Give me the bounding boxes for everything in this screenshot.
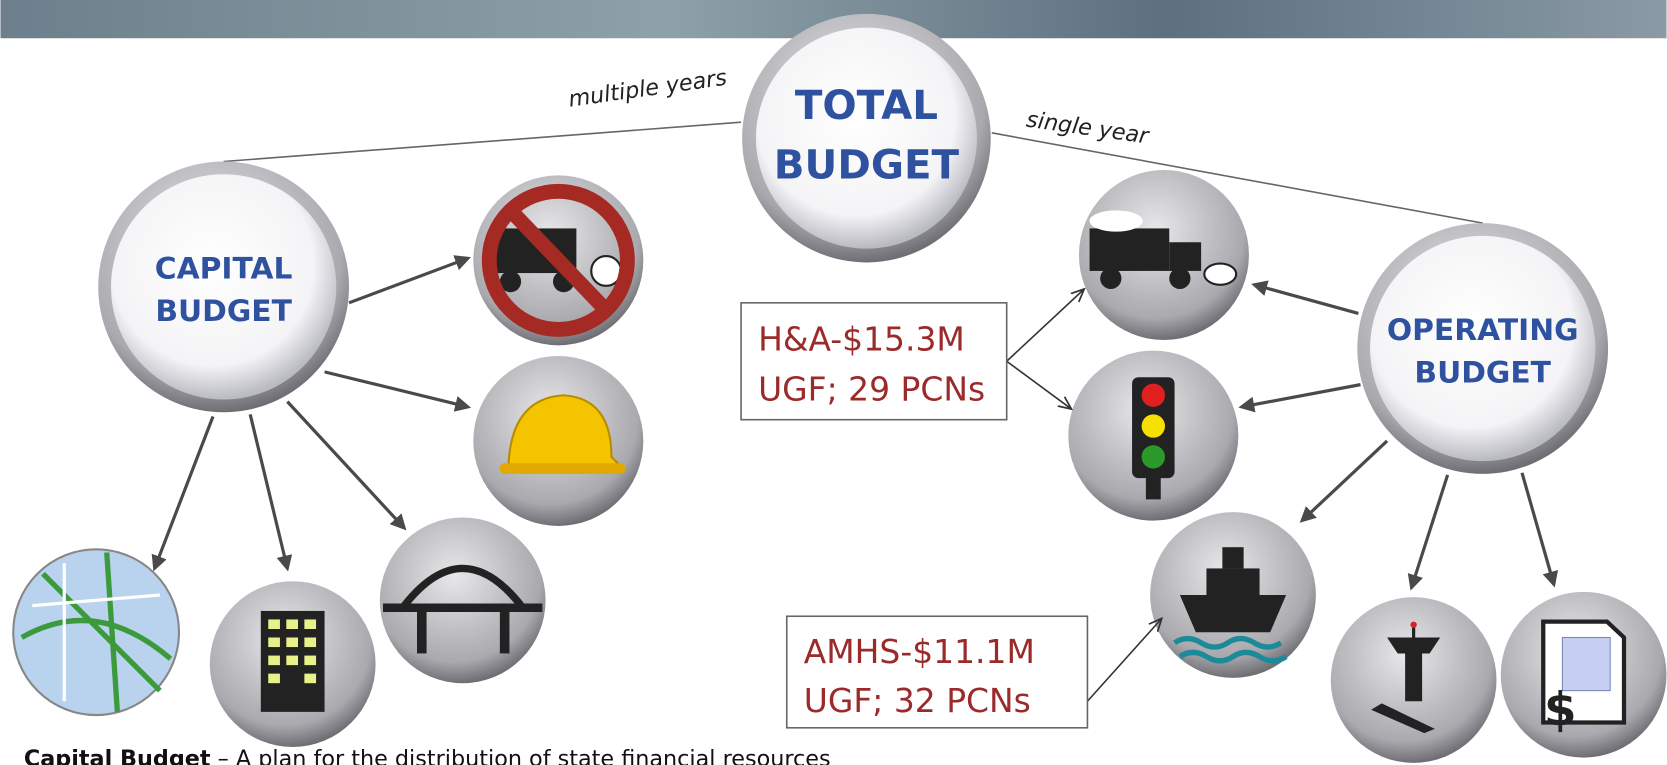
node-label: OPERATING bbox=[1387, 313, 1579, 348]
callout-text: AMHS-$11.1M bbox=[804, 632, 1035, 671]
node-label: TOTAL bbox=[795, 82, 938, 129]
operating-node: OPERATING BUDGET bbox=[1357, 223, 1609, 474]
icon-building bbox=[209, 581, 376, 747]
footer-term: Capital Budget bbox=[24, 746, 211, 765]
dollar-icon: $ bbox=[1544, 684, 1577, 738]
callout: H&A-$15.3M UGF; 29 PCNs bbox=[740, 302, 1008, 421]
icon-no-truck bbox=[473, 175, 644, 346]
label: single year bbox=[1025, 107, 1152, 150]
node-label: BUDGET bbox=[155, 294, 292, 329]
callout: AMHS-$11.1M UGF; 32 PCNs bbox=[785, 615, 1089, 729]
node-label: BUDGET bbox=[774, 142, 960, 189]
node-label: BUDGET bbox=[1414, 356, 1551, 391]
icon-truck bbox=[1078, 170, 1249, 340]
icon-ship bbox=[1150, 512, 1316, 678]
icon-map bbox=[12, 548, 181, 717]
callout-text: UGF; 29 PCNs bbox=[758, 370, 985, 409]
callout-text: UGF; 32 PCNs bbox=[804, 681, 1031, 720]
icon-document: $ bbox=[1500, 591, 1667, 758]
connector bbox=[991, 132, 1483, 224]
footer: Capital Budget – A plan for the distribu… bbox=[24, 746, 831, 765]
node-label: CAPITAL bbox=[155, 251, 293, 286]
total-node: TOTAL BUDGET bbox=[742, 13, 991, 263]
label: multiple years bbox=[567, 65, 729, 113]
callout-text: H&A-$15.3M bbox=[758, 320, 965, 359]
icon-helmet bbox=[473, 355, 644, 526]
arrows bbox=[151, 255, 1559, 702]
icon-traffic-light bbox=[1068, 350, 1239, 521]
capital-node: CAPITAL BUDGET bbox=[98, 161, 349, 413]
footer-text: – A plan for the distribution of state f… bbox=[211, 746, 831, 765]
icon-airport bbox=[1330, 597, 1497, 763]
connector bbox=[223, 121, 742, 163]
icon-bridge bbox=[379, 517, 546, 684]
